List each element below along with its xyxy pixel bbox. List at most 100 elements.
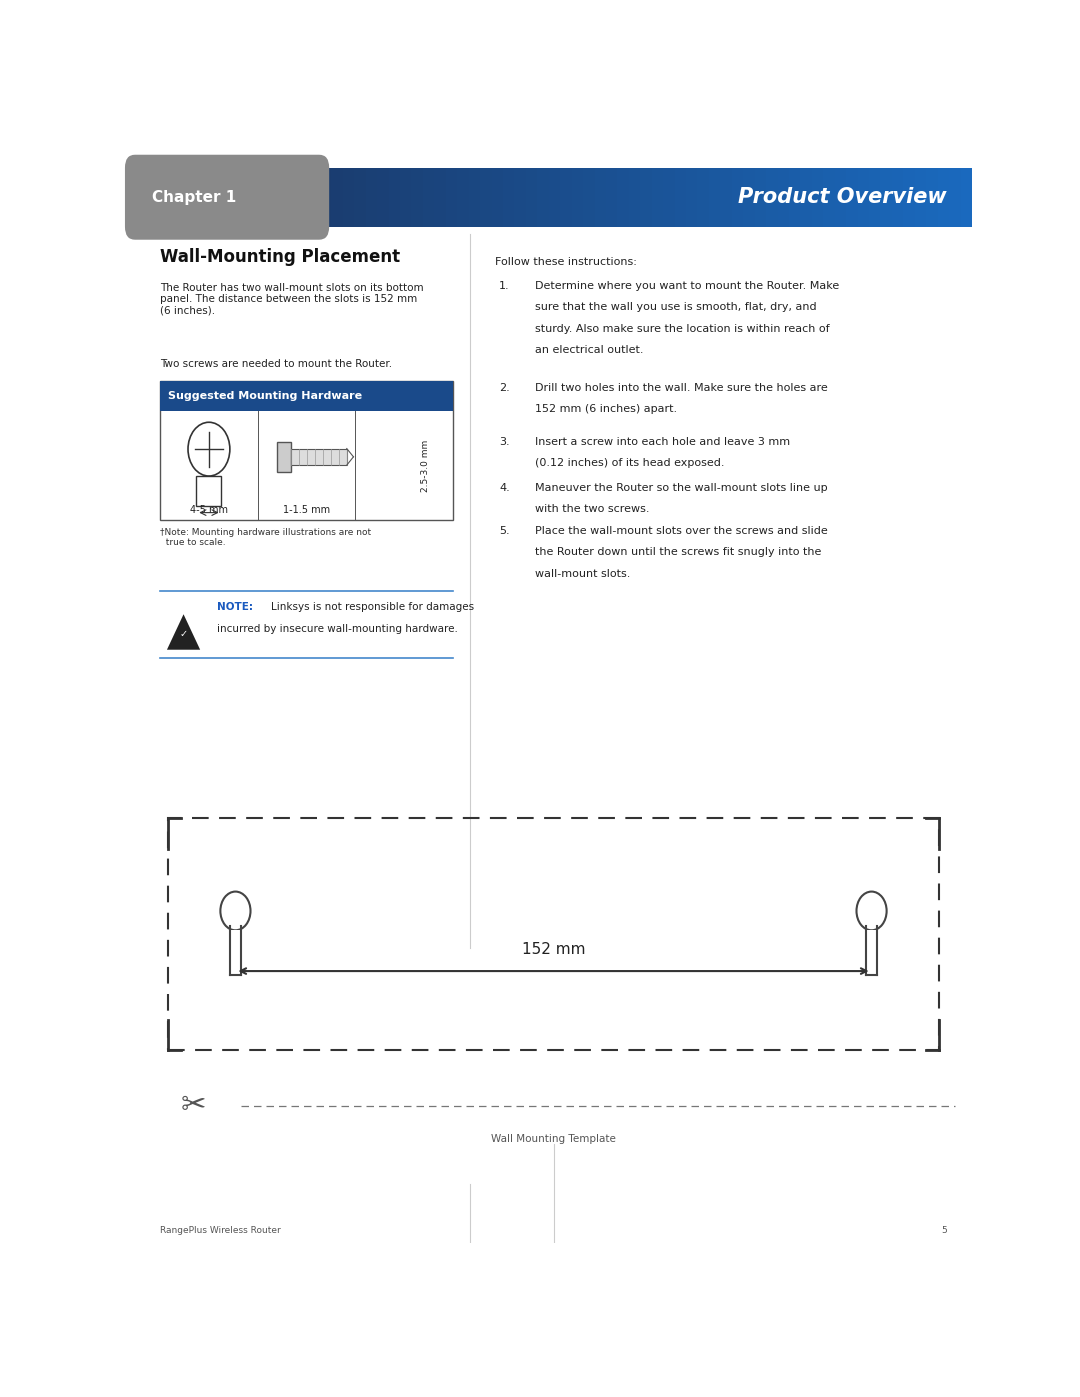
Text: 4-5 mm: 4-5 mm [190, 506, 228, 515]
Bar [526, 168, 539, 226]
Text: wall-mount slots.: wall-mount slots. [535, 569, 631, 578]
Bar [503, 168, 516, 226]
Bar [285, 168, 299, 226]
Text: 4.: 4. [499, 483, 510, 493]
Bar [583, 168, 596, 226]
Bar [197, 476, 221, 506]
Bar [332, 168, 345, 226]
Text: Two screws are needed to mount the Router.: Two screws are needed to mount the Route… [160, 359, 392, 369]
Bar [755, 168, 768, 226]
Bar [800, 168, 813, 226]
Bar [400, 168, 414, 226]
Bar [720, 168, 733, 226]
Text: Drill two holes into the wall. Make sure the holes are: Drill two holes into the wall. Make sure… [535, 383, 828, 393]
Bar [937, 168, 950, 226]
Text: Insert a screw into each hole and leave 3 mm: Insert a screw into each hole and leave … [535, 437, 791, 447]
Bar [960, 168, 974, 226]
Bar [168, 819, 939, 1049]
Text: Linksys is not responsible for damages: Linksys is not responsible for damages [271, 602, 474, 612]
Text: Wall Mounting Template: Wall Mounting Template [491, 1133, 616, 1144]
Bar [846, 168, 860, 226]
Bar [812, 168, 825, 226]
Text: Maneuver the Router so the wall-mount slots line up: Maneuver the Router so the wall-mount sl… [535, 483, 827, 493]
Text: Chapter 1: Chapter 1 [151, 190, 237, 205]
Text: 1-1.5 mm: 1-1.5 mm [283, 506, 330, 515]
Bar [892, 168, 905, 226]
Bar [835, 168, 848, 226]
Polygon shape [167, 615, 200, 650]
Bar [743, 168, 756, 226]
Bar [823, 168, 836, 226]
Bar [606, 168, 619, 226]
Text: sure that the wall you use is smooth, flat, dry, and: sure that the wall you use is smooth, fl… [535, 302, 816, 312]
Text: Suggested Mounting Hardware: Suggested Mounting Hardware [168, 391, 363, 401]
Bar [469, 168, 482, 226]
Bar [708, 168, 723, 226]
Bar [446, 168, 459, 226]
Bar [411, 168, 424, 226]
Bar [858, 168, 870, 226]
Bar [481, 168, 494, 226]
Bar [618, 168, 631, 226]
Bar [594, 168, 608, 226]
Bar [230, 930, 241, 975]
Bar [320, 168, 333, 226]
Bar [698, 168, 711, 226]
Bar [766, 168, 779, 226]
FancyBboxPatch shape [125, 155, 329, 240]
Text: sturdy. Also make sure the location is within reach of: sturdy. Also make sure the location is w… [535, 324, 829, 334]
Text: an electrical outlet.: an electrical outlet. [535, 345, 644, 355]
Text: Product Overview: Product Overview [739, 187, 947, 207]
Bar [160, 380, 454, 411]
Text: 1.: 1. [499, 281, 510, 291]
Bar [377, 168, 390, 226]
Bar [309, 168, 322, 226]
Bar [686, 168, 699, 226]
Bar [160, 380, 454, 521]
Bar [949, 168, 962, 226]
Bar [869, 168, 882, 226]
Bar [866, 930, 877, 975]
Text: ✂: ✂ [181, 1091, 206, 1120]
Bar [927, 168, 940, 226]
Text: 2.5-3.0 mm: 2.5-3.0 mm [421, 440, 430, 492]
Text: Determine where you want to mount the Router. Make: Determine where you want to mount the Ro… [535, 281, 839, 291]
Bar [423, 168, 436, 226]
Text: The Router has two wall-mount slots on its bottom
panel. The distance between th: The Router has two wall-mount slots on i… [160, 282, 423, 316]
Bar [491, 168, 504, 226]
Bar [663, 168, 676, 226]
Text: NOTE:: NOTE: [217, 602, 253, 612]
Text: Wall-Mounting Placement: Wall-Mounting Placement [160, 249, 401, 267]
Text: †Note: Mounting hardware illustrations are not
  true to scale.: †Note: Mounting hardware illustrations a… [160, 528, 372, 548]
Bar [285, 168, 972, 226]
Bar [561, 168, 573, 226]
Bar [629, 168, 642, 226]
Text: Follow these instructions:: Follow these instructions: [495, 257, 637, 267]
Text: 5: 5 [941, 1225, 947, 1235]
Bar [297, 168, 310, 226]
Bar [915, 168, 928, 226]
Bar [457, 168, 471, 226]
Bar [514, 168, 527, 226]
Text: (0.12 inches) of its head exposed.: (0.12 inches) of its head exposed. [535, 458, 725, 468]
Bar [651, 168, 665, 226]
Bar [903, 168, 917, 226]
Bar [278, 441, 291, 472]
Bar [880, 168, 893, 226]
Text: with the two screws.: with the two screws. [535, 504, 649, 514]
Text: Place the wall-mount slots over the screws and slide: Place the wall-mount slots over the scre… [535, 525, 828, 536]
Bar [389, 168, 402, 226]
Text: incurred by insecure wall-mounting hardware.: incurred by insecure wall-mounting hardw… [217, 623, 458, 634]
Text: RangePlus Wireless Router: RangePlus Wireless Router [160, 1225, 281, 1235]
Text: 5.: 5. [499, 525, 510, 536]
Text: 2.: 2. [499, 383, 510, 393]
Bar [434, 168, 447, 226]
Bar [640, 168, 653, 226]
Bar [291, 448, 347, 465]
Bar [571, 168, 584, 226]
Bar [538, 168, 551, 226]
Bar [675, 168, 688, 226]
Bar [342, 168, 356, 226]
Bar [354, 168, 367, 226]
Text: 3.: 3. [499, 437, 510, 447]
